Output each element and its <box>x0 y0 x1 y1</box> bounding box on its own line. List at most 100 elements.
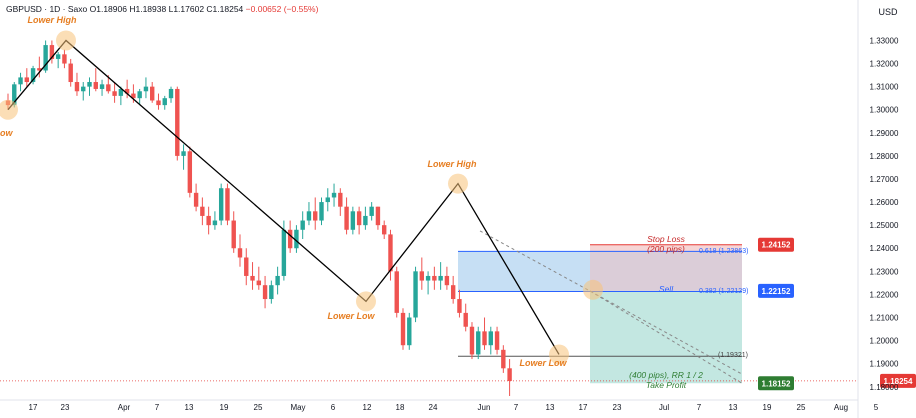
candle-body <box>294 229 299 249</box>
candle-body <box>43 45 48 71</box>
candle-body <box>225 188 230 221</box>
stop-loss-pips-label: (200 pips) <box>647 244 685 254</box>
candle-body <box>200 206 205 216</box>
candle-body <box>432 275 437 281</box>
change-value: −0.00652 (−0.55%) <box>245 4 319 14</box>
entry-overlap <box>590 251 742 292</box>
y-tick-label: 1.19000 <box>870 360 899 369</box>
candle-body <box>175 88 180 156</box>
candle-body <box>463 312 468 327</box>
candle-body <box>162 98 167 106</box>
y-tick-label: 1.30000 <box>870 106 899 115</box>
candle-body <box>18 77 23 85</box>
symbol-label: GBPUSD · 1D · Saxo <box>6 4 88 14</box>
x-tick-label: Apr <box>118 403 131 412</box>
candle-body <box>382 225 387 235</box>
x-tick-label: 17 <box>29 403 38 412</box>
candle-body <box>444 275 450 286</box>
candle-body <box>143 86 149 92</box>
fib-618-label: 0.618 (1.23863) <box>699 248 748 255</box>
x-tick-label: 19 <box>763 403 772 412</box>
candle-body <box>168 88 174 99</box>
x-tick-label: 25 <box>254 403 263 412</box>
x-tick-label: 25 <box>797 403 806 412</box>
x-tick-label: Jun <box>478 403 491 412</box>
swing-highlight <box>583 279 603 300</box>
price-tag <box>758 283 794 298</box>
y-tick-label: 1.24000 <box>870 244 899 253</box>
overlay: Lower High Lower High Lower Low Lower Low ow… <box>0 15 916 391</box>
candle-body <box>237 248 243 258</box>
candle-body <box>457 299 462 313</box>
candle-body <box>344 206 349 230</box>
stop-loss-zone <box>590 244 742 291</box>
candle-body <box>81 86 86 92</box>
candle-body <box>275 275 280 286</box>
candle-body <box>494 331 500 350</box>
x-tick-label: 7 <box>155 403 160 412</box>
candle-body <box>338 192 343 207</box>
price-tag-label: 1.24152 <box>762 241 791 250</box>
chart-header: GBPUSD · 1D · Saxo O1.18906 H1.18938 L1.… <box>6 4 318 14</box>
candle-body <box>62 54 67 64</box>
lower-low-label: Lower Low <box>328 311 376 321</box>
x-tick-label: 5 <box>874 403 879 412</box>
candle-body <box>206 215 211 226</box>
candle-body <box>212 220 218 226</box>
price-tag <box>758 237 794 252</box>
candle-body <box>469 326 475 355</box>
candle-body <box>425 275 431 281</box>
candle-body <box>231 220 236 249</box>
swing-highlight <box>0 99 18 120</box>
price-axis: 1.33000 1.32000 1.31000 1.30000 1.29000 1.280… <box>857 0 899 418</box>
x-tick-label: 7 <box>514 403 519 412</box>
candle-body <box>24 77 30 83</box>
swing-low-value: (1.19321) <box>718 352 748 359</box>
candle-body <box>68 63 73 83</box>
candle-body <box>124 88 130 94</box>
x-tick-label: 19 <box>220 403 229 412</box>
fib-382-label: 0.382 (1.22129) <box>699 288 748 295</box>
take-profit-zone <box>590 290 742 384</box>
candle-body <box>74 82 80 92</box>
y-tick-label: 1.23000 <box>870 267 899 276</box>
candle-body <box>99 84 105 89</box>
candle-body <box>244 257 249 276</box>
candle-body <box>501 349 506 369</box>
candle-body <box>306 211 312 221</box>
y-tick-label: 1.31000 <box>870 83 899 92</box>
sell-label: Sell <box>659 284 674 294</box>
trade-zones <box>0 230 858 384</box>
candle-body <box>488 331 493 346</box>
candle-body <box>287 229 293 249</box>
partial-label: ow <box>0 128 13 138</box>
candle-body <box>262 285 268 300</box>
candle-body <box>118 88 124 96</box>
candle-body <box>319 202 324 221</box>
y-tick-label: 1.18000 <box>870 383 899 392</box>
y-tick-label: 1.32000 <box>870 60 899 69</box>
y-tick-label: 1.26000 <box>870 198 899 207</box>
x-tick-label: 23 <box>61 403 70 412</box>
candle-body <box>218 188 224 221</box>
candle-body <box>325 197 330 203</box>
candle-body <box>150 86 155 101</box>
candle-body <box>438 275 443 281</box>
candle-body <box>87 82 92 87</box>
candle-body <box>256 280 261 286</box>
candle-body <box>450 285 456 300</box>
currency-button[interactable]: USD <box>878 7 898 17</box>
candle-body <box>37 68 42 71</box>
candle-body <box>507 368 512 381</box>
candle-body <box>137 91 142 99</box>
trend-projection <box>479 230 743 375</box>
y-tick-label: 1.25000 <box>870 221 899 230</box>
candle-body <box>112 91 117 96</box>
x-tick-label: Aug <box>834 403 848 412</box>
candle-body <box>281 229 287 276</box>
x-tick-label: May <box>290 403 305 412</box>
take-profit-label: Take Profit <box>646 380 687 390</box>
swing-zigzag <box>7 39 560 355</box>
candle-body <box>400 312 406 346</box>
